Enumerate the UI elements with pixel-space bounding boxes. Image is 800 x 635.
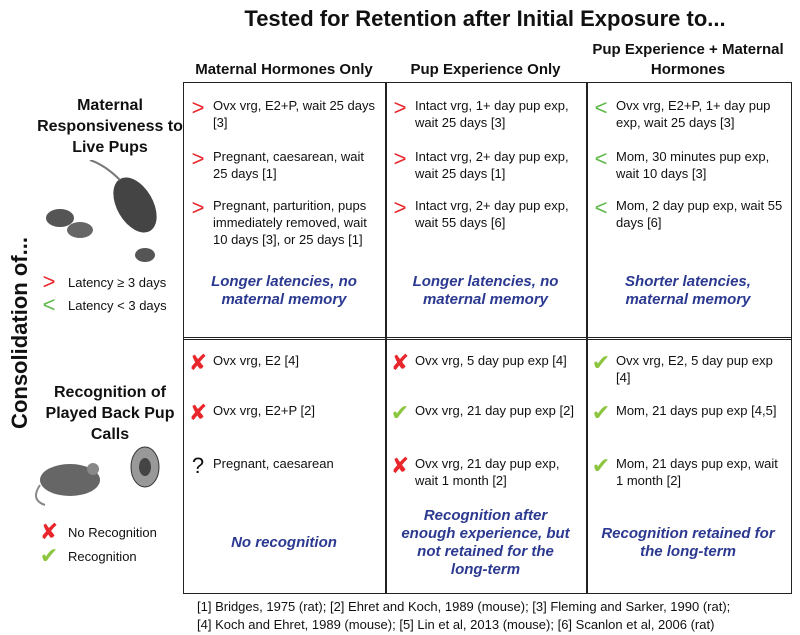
cell-item: < Mom, 30 minutes pup exp, wait 10 days [… xyxy=(590,148,784,182)
cell-item: ✘ Ovx vrg, E2 [4] xyxy=(187,352,379,374)
symbol: > xyxy=(42,269,56,294)
item-text: Ovx vrg, E2 [4] xyxy=(213,353,299,368)
item-text: Pregnant, parturition, pups immediately … xyxy=(213,198,367,247)
item-text: Mom, 2 day pup exp, wait 55 days [6] xyxy=(616,198,783,230)
cell-item: > Intact vrg, 2+ day pup exp, wait 55 day… xyxy=(389,197,580,231)
symbol: ✘ xyxy=(188,400,208,425)
legend-entry: ✘ No Recognition xyxy=(38,521,157,543)
symbol: < xyxy=(42,292,56,317)
symbol: ? xyxy=(191,453,205,478)
symbol: > xyxy=(393,95,407,120)
item-text: Ovx vrg, E2+P [2] xyxy=(213,403,316,418)
cell-item: > Intact vrg, 1+ day pup exp, wait 25 day… xyxy=(389,97,580,131)
table-cell xyxy=(385,82,588,340)
item-text: Intact vrg, 1+ day pup exp, wait 25 days… xyxy=(415,98,569,130)
cell-item: > Pregnant, caesarean, wait 25 days [1] xyxy=(187,148,379,182)
item-text: Intact vrg, 2+ day pup exp, wait 55 days… xyxy=(415,198,569,230)
cell-summary: Recognition retained for the long-term xyxy=(601,524,775,560)
item-text: Ovx vrg, E2+P, wait 25 days [3] xyxy=(213,98,375,130)
item-text: Ovx vrg, E2, 5 day pup exp [4] xyxy=(616,353,773,385)
item-text: Ovx vrg, E2+P, 1+ day pup exp, wait 25 d… xyxy=(616,98,771,130)
item-text: Mom, 21 days pup exp, wait 1 month [2] xyxy=(616,456,778,488)
item-text: Pregnant, caesarean, wait 25 days [1] xyxy=(213,149,365,181)
cell-item: ✘ Ovx vrg, 21 day pup exp, wait 1 month [… xyxy=(389,455,580,489)
symbol: ✘ xyxy=(390,453,410,478)
table-cell xyxy=(183,337,387,594)
symbol: < xyxy=(594,195,608,220)
item-text: Intact vrg, 2+ day pup exp, wait 25 days… xyxy=(415,149,569,181)
legend-entry: < Latency < 3 days xyxy=(38,294,167,316)
symbol: ✔ xyxy=(390,400,410,425)
symbol: ✔ xyxy=(591,453,611,478)
cell-summary: Shorter latencies, maternal memory xyxy=(625,273,751,308)
symbol: ✘ xyxy=(39,519,59,544)
legend-text: No Recognition xyxy=(68,524,157,540)
cell-item: ✔ Ovx vrg, E2, 5 day pup exp [4] xyxy=(590,352,784,386)
symbol: > xyxy=(393,146,407,171)
mice-illustration xyxy=(46,160,157,262)
legend-entry: ✔ Recognition xyxy=(38,545,137,567)
cell-item: > Pregnant, parturition, pups immediately… xyxy=(187,197,379,248)
table-cell xyxy=(586,82,792,340)
item-text: Pregnant, caesarean xyxy=(213,456,334,471)
cell-item: < Ovx vrg, E2+P, 1+ day pup exp, wait 25 … xyxy=(590,97,784,131)
cell-summary: No recognition xyxy=(231,533,337,551)
symbol: < xyxy=(594,146,608,171)
item-text: Mom, 21 days pup exp [4,5] xyxy=(616,403,777,418)
symbol: ✔ xyxy=(39,543,59,568)
item-text: Ovx vrg, 21 day pup exp, wait 1 month [2… xyxy=(415,456,560,488)
legend-text: Latency ≥ 3 days xyxy=(68,274,167,290)
item-text: Ovx vrg, 21 day pup exp [2] xyxy=(415,403,574,418)
cell-item: ✔ Ovx vrg, 21 day pup exp [2] xyxy=(389,402,580,424)
reference-line: [4] Koch and Ehret, 1989 (mouse); [5] Li… xyxy=(197,617,715,632)
reference-line: [1] Bridges, 1975 (rat); [2] Ehret and K… xyxy=(197,599,731,614)
row-label: Maternal Responsiveness to Live Pups xyxy=(37,97,183,156)
cell-item: ✔ Mom, 21 days pup exp, wait 1 month [2] xyxy=(590,455,784,489)
table-cell xyxy=(183,82,387,340)
item-text: Ovx vrg, 5 day pup exp [4] xyxy=(415,353,567,368)
symbol: ✔ xyxy=(591,400,611,425)
symbol: > xyxy=(191,146,205,171)
cell-item: > Intact vrg, 2+ day pup exp, wait 25 day… xyxy=(389,148,580,182)
symbol: > xyxy=(393,195,407,220)
side-label: Consolidation of... xyxy=(7,237,32,429)
legend-text: Recognition xyxy=(68,548,137,564)
cell-item: ? Pregnant, caesarean xyxy=(187,455,379,477)
symbol: ✘ xyxy=(188,350,208,375)
table-cell xyxy=(385,337,588,594)
symbol: ✘ xyxy=(390,350,410,375)
row-label: Recognition of Played Back Pup Calls xyxy=(45,384,175,443)
item-text: Mom, 30 minutes pup exp, wait 10 days [3… xyxy=(616,149,770,181)
column-header: Pup Experience + Maternal Hormones xyxy=(592,41,784,78)
symbol: ✔ xyxy=(591,350,611,375)
column-header: Maternal Hormones Only xyxy=(195,61,373,78)
cell-item: ✔ Mom, 21 days pup exp [4,5] xyxy=(590,402,784,424)
cell-summary: Recognition after enough experience, but… xyxy=(401,506,570,578)
cell-item: < Mom, 2 day pup exp, wait 55 days [6] xyxy=(590,197,784,231)
cell-item: ✘ Ovx vrg, E2+P [2] xyxy=(187,402,379,424)
column-header: Pup Experience Only xyxy=(410,61,561,78)
references: [1] Bridges, 1975 (rat); [2] Ehret and K… xyxy=(197,598,730,634)
cell-summary: Longer latencies, no maternal memory xyxy=(211,273,357,308)
table-cell xyxy=(586,337,792,594)
cell-item: ✘ Ovx vrg, 5 day pup exp [4] xyxy=(389,352,580,374)
mouse-speaker-illustration xyxy=(35,446,160,506)
symbol: > xyxy=(191,195,205,220)
cell-summary: Longer latencies, no maternal memory xyxy=(412,273,559,308)
cell-item: > Ovx vrg, E2+P, wait 25 days [3] xyxy=(187,97,379,131)
legend-text: Latency < 3 days xyxy=(68,297,167,313)
legend-entry: > Latency ≥ 3 days xyxy=(38,269,167,294)
title: Tested for Retention after Initial Expos… xyxy=(244,6,726,31)
symbol: > xyxy=(191,95,205,120)
symbol: < xyxy=(594,95,608,120)
